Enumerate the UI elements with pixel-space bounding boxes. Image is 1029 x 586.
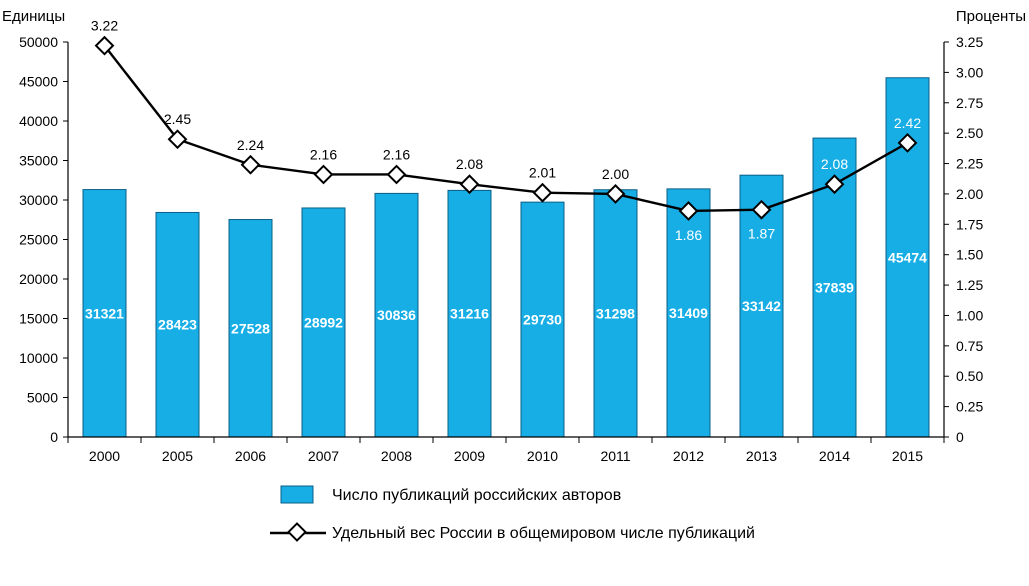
right-axis-tick-label: 0.50	[956, 368, 983, 384]
line-point-2013	[751, 199, 772, 220]
bar-2009	[447, 189, 492, 438]
line-value-label: 2.16	[310, 146, 337, 162]
left-axis-tick-label: 45000	[19, 74, 58, 90]
line-series-share	[103, 44, 909, 213]
left-axis-tick-label: 50000	[19, 34, 58, 50]
line-point-2008	[386, 164, 407, 185]
bar-value-label: 28992	[304, 314, 343, 330]
bar-value-label: 33142	[742, 298, 781, 314]
x-axis-tick-label: 2008	[381, 448, 412, 464]
x-axis-tick-label: 2010	[527, 448, 558, 464]
x-axis-tick-label: 2011	[600, 448, 630, 464]
line-value-label: 2.24	[237, 137, 264, 153]
x-axis-tick-label: 2014	[819, 448, 850, 464]
line-value-label: 1.86	[675, 227, 702, 243]
x-axis-tick-label: 2007	[308, 448, 339, 464]
right-axis-tick-label: 3.00	[956, 64, 983, 80]
left-axis-tick-label: 0	[50, 429, 58, 445]
line-point-2007	[313, 164, 334, 185]
bar-value-label: 29730	[523, 312, 562, 328]
right-axis-tick-label: 0	[956, 429, 964, 445]
left-axis-tick-label: 35000	[19, 153, 58, 169]
left-axis-tick-label: 5000	[27, 390, 58, 406]
bar-value-label: 30836	[377, 307, 416, 323]
right-axis-tick-label: 2.25	[956, 156, 983, 172]
line-value-label: 1.87	[748, 226, 775, 242]
line-value-label: 2.08	[456, 156, 483, 172]
bar-2005	[155, 211, 200, 438]
line-point-2009	[459, 174, 480, 195]
legend-label-line: Удельный вес России в общемировом числе …	[332, 525, 755, 542]
bar-value-label: 31409	[669, 305, 708, 321]
bar-value-label: 31298	[596, 305, 635, 321]
line-value-label: 2.42	[894, 115, 921, 131]
legend: Число публикаций российских авторов Удел…	[270, 485, 755, 542]
left-axis-tick-label: 25000	[19, 232, 58, 248]
line-value-label: 3.22	[91, 18, 118, 34]
right-axis-tick-label: 2.50	[956, 125, 983, 141]
line-point-2006	[240, 154, 261, 175]
x-axis-tick-label: 2006	[235, 448, 266, 464]
bar-2000	[82, 189, 127, 438]
bar-value-label: 27528	[231, 320, 270, 336]
right-axis-title: Проценты	[956, 8, 1026, 25]
right-axis-tick-label: 2.75	[956, 95, 983, 111]
right-axis-tick-label: 1.75	[956, 216, 983, 232]
bar-2007	[301, 207, 346, 438]
line-value-label: 2.00	[602, 166, 629, 182]
x-axis-tick-label: 2000	[89, 448, 120, 464]
left-axis-tick-label: 30000	[19, 192, 58, 208]
line-point-2011	[605, 184, 626, 204]
bar-2006	[228, 219, 273, 438]
x-axis-tick-label: 2012	[673, 448, 704, 464]
x-axis-tick-label: 2015	[892, 448, 923, 464]
line-value-label: 2.08	[821, 156, 848, 172]
line-point-2014	[824, 174, 845, 195]
bar-2011	[593, 189, 638, 438]
bar-value-label: 37839	[815, 280, 854, 296]
right-axis-tick-label: 1.50	[956, 247, 983, 263]
line-point-2000	[94, 35, 115, 56]
right-axis-tick-label: 3.25	[956, 34, 983, 50]
left-axis-title: Единицы	[2, 8, 65, 25]
line-point-2010	[532, 182, 553, 203]
bar-value-label: 45474	[888, 249, 927, 265]
legend-marker-icon	[287, 522, 307, 542]
line-value-label: 2.01	[529, 165, 556, 181]
x-axis-tick-label: 2009	[454, 448, 485, 464]
bar-value-label: 31321	[85, 305, 124, 321]
x-axis-tick-label: 2005	[162, 448, 193, 464]
bar-value-label: 31216	[450, 306, 489, 322]
line-point-2012	[678, 201, 699, 221]
bar-value-label: 28423	[158, 317, 197, 333]
left-axis-tick-label: 40000	[19, 113, 58, 129]
line-value-label: 2.16	[383, 146, 410, 162]
left-axis-tick-label: 10000	[19, 350, 58, 366]
legend-swatch-bars	[280, 485, 314, 504]
left-axis-tick-label: 15000	[19, 311, 58, 327]
line-value-label: 2.45	[164, 111, 191, 127]
right-axis-tick-label: 0.75	[956, 338, 983, 354]
left-axis-tick-label: 20000	[19, 271, 58, 287]
right-axis-tick-label: 0.25	[956, 399, 983, 415]
legend-label-bars: Число публикаций российских авторов	[332, 487, 621, 504]
x-axis-tick-label: 2013	[746, 448, 777, 464]
line-point-2005	[167, 129, 188, 150]
right-axis-tick-label: 2.00	[956, 186, 983, 202]
right-axis-tick-label: 1.00	[956, 307, 983, 323]
line-point-2015	[897, 132, 918, 153]
right-axis-tick-label: 1.25	[956, 277, 983, 293]
bar-2008	[374, 192, 419, 438]
